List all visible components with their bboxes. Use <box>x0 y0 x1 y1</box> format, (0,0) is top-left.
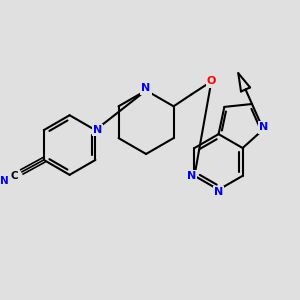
Text: N: N <box>259 122 268 132</box>
Text: O: O <box>207 76 216 86</box>
Text: N: N <box>93 125 102 135</box>
Text: C: C <box>10 171 18 181</box>
Text: N: N <box>141 83 151 93</box>
Text: N: N <box>0 176 8 186</box>
Text: N: N <box>187 171 196 181</box>
Text: N: N <box>214 187 223 197</box>
